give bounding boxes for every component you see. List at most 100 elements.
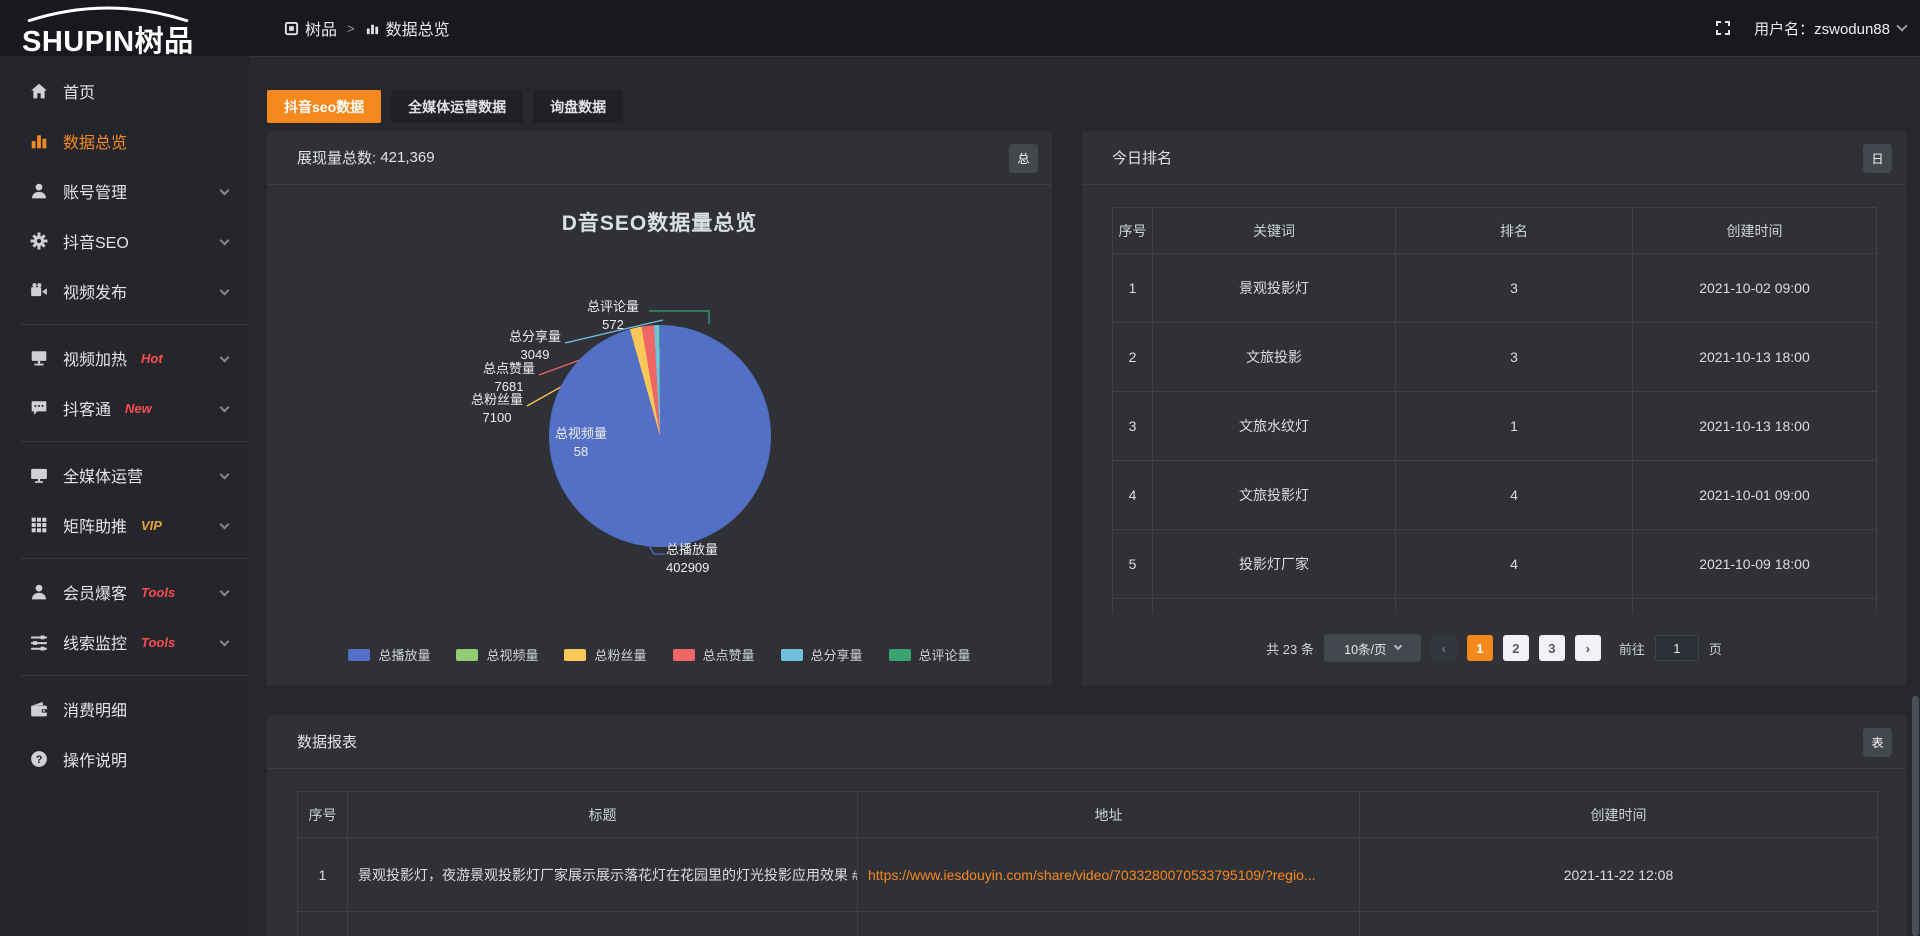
wallet-icon: [31, 702, 47, 717]
cell-video-link[interactable]: https://www.iesdouyin.com/share/video/70…: [857, 837, 1360, 912]
report-table-header-row: 序号 标题 地址 创建时间: [297, 791, 1878, 838]
cell-created: 2021-10-13 18:00: [1632, 391, 1877, 461]
table-view-button[interactable]: 表: [1863, 728, 1892, 757]
legend-label: 总分享量: [810, 648, 863, 663]
new-badge: New: [125, 400, 152, 416]
pie-label-value: 7100: [482, 409, 512, 425]
page-size-value: 10条/页: [1344, 642, 1387, 657]
sidebar-item-video-heat[interactable]: 视频加热 Hot: [0, 333, 250, 383]
next-page-button[interactable]: ›: [1574, 635, 1601, 661]
legend-swatch: [672, 648, 695, 661]
page-button-2[interactable]: 2: [1502, 635, 1529, 661]
legend-item-plays[interactable]: 总播放量: [348, 645, 430, 664]
sidebar-item-label: 数据总览: [63, 135, 128, 152]
total-view-button[interactable]: 总: [1009, 144, 1038, 173]
breadcrumb-root[interactable]: 树品: [284, 16, 337, 40]
sidebar-item-douketong[interactable]: 抖客通 New: [0, 383, 250, 433]
legend-item-fans[interactable]: 总粉丝量: [564, 645, 647, 664]
goto-page-input[interactable]: [1654, 635, 1699, 661]
chart-title: D音SEO数据量总览: [561, 212, 758, 235]
chevron-down-icon: [219, 636, 230, 647]
pagination: 共 23 条 10条/页 ‹ 1 2 3 › 前往 页: [1082, 634, 1906, 662]
user-icon: [32, 183, 46, 199]
sidebar-item-matrix-boost[interactable]: 矩阵助推 VIP: [0, 500, 250, 550]
legend-item-shares[interactable]: 总分享量: [780, 645, 863, 664]
sidebar-divider: [20, 441, 250, 442]
user-menu[interactable]: 用户名：zswodun88: [1754, 18, 1908, 39]
breadcrumb-current[interactable]: 数据总览: [365, 16, 450, 40]
data-tabs: 抖音seo数据 全媒体运营数据 询盘数据: [267, 90, 624, 123]
logo-main: SHUPIN: [22, 26, 135, 58]
chart-legend: 总播放量 总视频量 总粉丝量 总点赞量 总分享量 总评论量: [267, 645, 1052, 664]
chevron-down-icon: [219, 235, 230, 246]
tab-douyin-seo-data[interactable]: 抖音seo数据: [267, 90, 382, 123]
page-size-select[interactable]: 10条/页: [1323, 634, 1421, 662]
sidebar-item-home[interactable]: 首页: [0, 66, 250, 116]
tab-media-operation-data[interactable]: 全媒体运营数据: [391, 90, 524, 123]
logo-arc: [27, 6, 189, 22]
daily-view-button[interactable]: 日: [1863, 144, 1892, 173]
cell-rank: 4: [1395, 529, 1633, 599]
impressions-total-value: 421,369: [380, 149, 435, 166]
table-row-partial: [1112, 598, 1877, 613]
header-divider: [250, 56, 1920, 57]
header-right: 用户名：zswodun88: [1714, 0, 1908, 56]
legend-swatch: [348, 648, 371, 661]
sidebar-item-douyin-seo[interactable]: 抖音SEO: [0, 216, 250, 266]
sidebar-item-label: 全媒体运营: [63, 469, 144, 486]
sidebar-item-account[interactable]: 账号管理: [0, 166, 250, 216]
pie-chart-area: D音SEO数据量总览 总评论量 572 总分享量 3049 总点赞量 7681: [267, 185, 1052, 686]
sidebar-item-label: 消费明细: [63, 703, 128, 720]
table-row: 4 文旅投影灯 4 2021-10-01 09:00: [1112, 460, 1877, 530]
pie-label-name: 总点赞量: [482, 361, 535, 376]
sidebar-item-label: 抖音SEO: [63, 235, 129, 252]
legend-item-likes[interactable]: 总点赞量: [672, 645, 755, 664]
sidebar-item-help[interactable]: ? 操作说明: [0, 734, 250, 784]
legend-item-comments[interactable]: 总评论量: [888, 645, 971, 664]
breadcrumb-current-label: 数据总览: [385, 22, 450, 39]
page-button-1[interactable]: 1: [1466, 635, 1493, 661]
report-panel: 数据报表 表 序号 标题 地址 创建时间 1 景观投影灯，夜游景观投影灯厂家展示…: [267, 715, 1906, 936]
table-row: 3 文旅水纹灯 1 2021-10-13 18:00: [1112, 391, 1877, 461]
scrollbar-thumb[interactable]: [1912, 696, 1919, 936]
chevron-down-icon: [219, 185, 230, 196]
sidebar-item-consumption[interactable]: 消费明细: [0, 684, 250, 734]
sidebar-item-member-tool[interactable]: 会员爆客 Tools: [0, 567, 250, 617]
username-label: 用户名：zswodun88: [1754, 20, 1890, 38]
page-button-3[interactable]: 3: [1538, 635, 1565, 661]
bar-chart-icon: [31, 135, 47, 149]
report-table: 序号 标题 地址 创建时间 1 景观投影灯，夜游景观投影灯厂家展示展示落花灯在花…: [297, 791, 1878, 936]
col-header-rank: 排名: [1395, 207, 1633, 254]
pie-label-likes: 总点赞量 7681: [481, 360, 537, 395]
pie[interactable]: [549, 325, 771, 547]
legend-label: 总点赞量: [702, 648, 755, 663]
sidebar-item-label: 抖客通: [63, 402, 112, 419]
chevron-down-icon: [219, 402, 230, 413]
top-header: SHUPIN树品 树品 > 数据总览 用户名：zswodun88: [0, 0, 1920, 58]
logo-cn: 树品: [134, 26, 194, 58]
cell-index: 3: [1112, 391, 1153, 461]
prev-page-button[interactable]: ‹: [1430, 635, 1457, 661]
sidebar-item-label: 账号管理: [63, 185, 128, 202]
sidebar-item-media-operation[interactable]: 全媒体运营: [0, 450, 250, 500]
sidebar-item-label: 首页: [63, 85, 96, 102]
fullscreen-icon[interactable]: [1714, 19, 1732, 37]
app-logo[interactable]: SHUPIN树品: [20, 6, 240, 58]
sidebar-item-video-publish[interactable]: 视频发布: [0, 266, 250, 316]
sidebar-item-label: 矩阵助推: [63, 519, 128, 536]
legend-item-videos[interactable]: 总视频量: [456, 645, 538, 664]
ranking-table: 序号 关键词 排名 创建时间 1 景观投影灯 3 2021-10-02 09:0…: [1112, 207, 1877, 613]
cell-rank: 1: [1395, 391, 1633, 461]
sidebar-item-label: 视频发布: [63, 285, 128, 302]
cell-index: 1: [1112, 253, 1153, 323]
pie-label-name: 总分享量: [508, 329, 561, 344]
sidebar-item-lead-monitor[interactable]: 线索监控 Tools: [0, 617, 250, 667]
sliders-icon: [31, 635, 47, 651]
monitor-icon: [31, 468, 47, 483]
col-header-created: 创建时间: [1632, 207, 1877, 254]
gear-icon: [30, 232, 48, 250]
cell-title: 景观投影灯，夜游景观投影灯厂家展示展示落花灯在花园里的灯光投影应用效果 #: [347, 837, 858, 912]
sidebar-item-data-overview[interactable]: 数据总览: [0, 116, 250, 166]
tab-inquiry-data[interactable]: 询盘数据: [533, 90, 624, 123]
legend-swatch: [780, 648, 803, 661]
